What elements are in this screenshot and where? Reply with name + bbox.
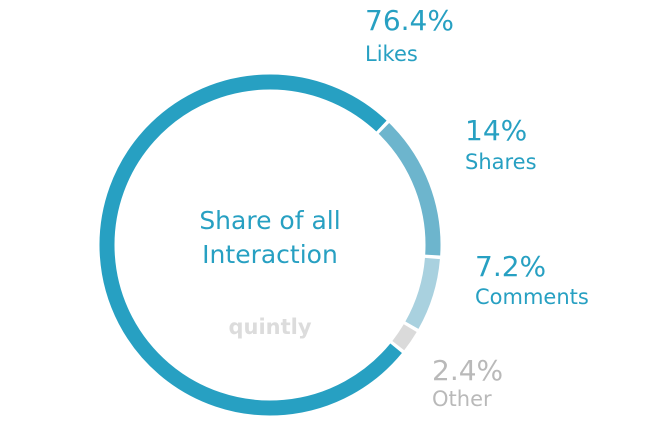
center-title: Interaction <box>202 240 338 269</box>
donut-segment <box>99 74 402 416</box>
value-label: 7.2% <box>475 250 546 283</box>
category-label: Comments <box>475 285 589 309</box>
donut-segment <box>392 324 417 351</box>
category-label: Likes <box>365 42 418 66</box>
category-label: Shares <box>465 150 537 174</box>
donut-segment <box>378 123 441 256</box>
donut-segment <box>405 257 440 329</box>
value-label: 76.4% <box>365 4 454 37</box>
watermark: quintly <box>228 315 311 339</box>
value-label: 14% <box>465 114 527 147</box>
category-label: Other <box>432 387 492 411</box>
value-label: 2.4% <box>432 354 503 387</box>
center-title: Share of all <box>199 206 340 235</box>
